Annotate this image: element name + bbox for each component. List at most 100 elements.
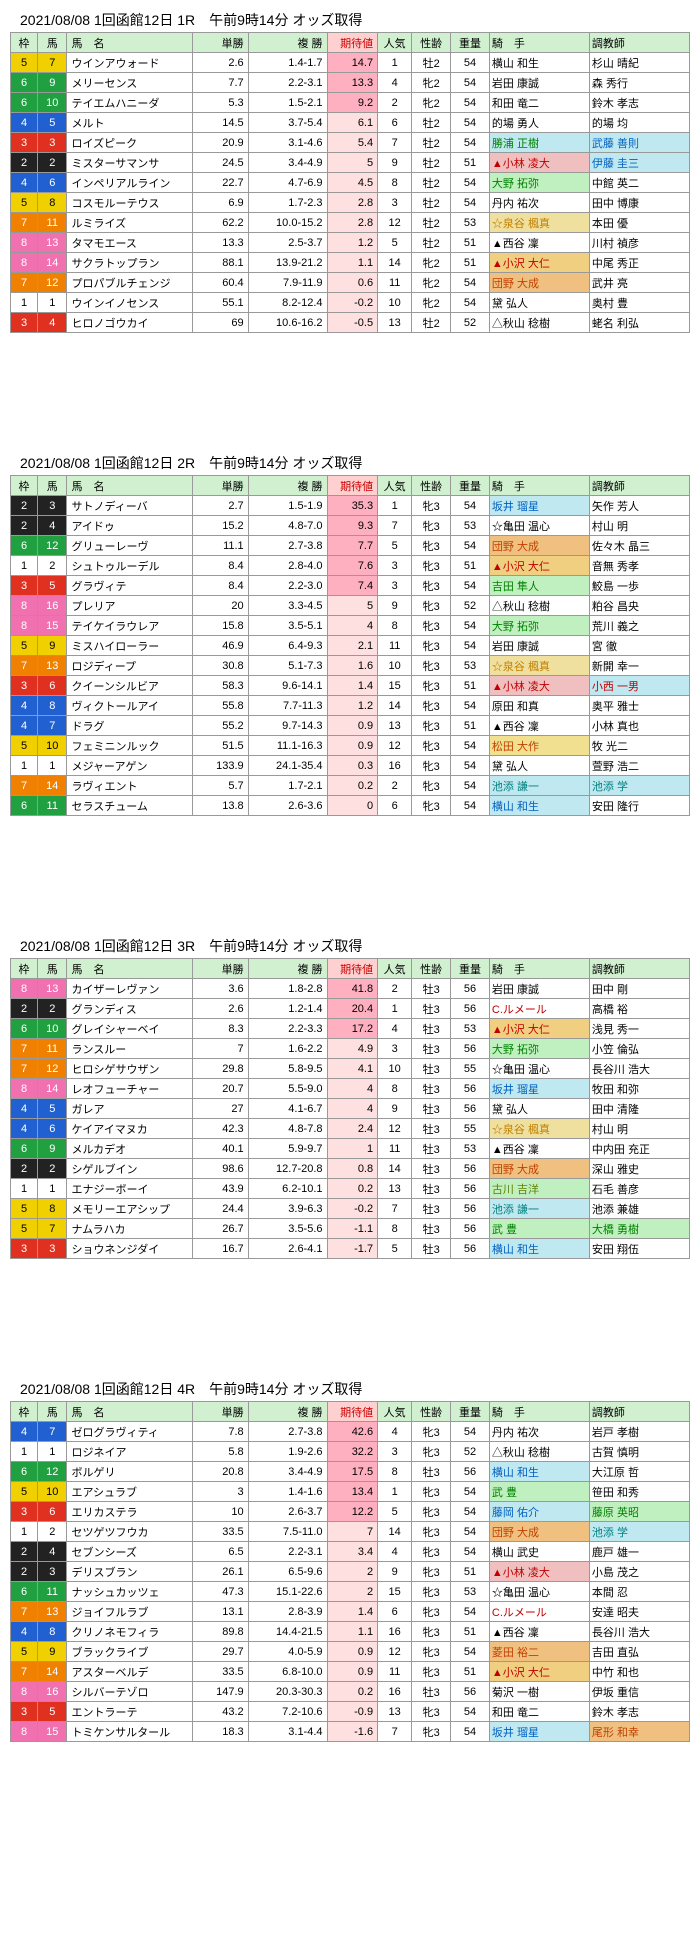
fukusho-cell: 4.0-5.9 <box>248 1642 327 1662</box>
ninki-cell: 8 <box>378 1079 412 1099</box>
waku-cell: 4 <box>11 1422 38 1442</box>
juryo-cell: 54 <box>451 616 490 636</box>
ninki-cell: 11 <box>378 636 412 656</box>
uma-name-cell: サトノディーバ <box>67 496 193 516</box>
header-row: 枠馬馬 名単勝複 勝期待値人気性齢重量騎 手調教師 <box>11 476 690 496</box>
tansho-cell: 2.6 <box>193 53 248 73</box>
waku-cell: 4 <box>11 716 38 736</box>
tansho-cell: 20.8 <box>193 1462 248 1482</box>
ninki-cell: 14 <box>378 253 412 273</box>
ninki-cell: 6 <box>378 113 412 133</box>
chokyoshi-cell: 伊藤 圭三 <box>589 153 689 173</box>
uma-name-cell: グラヴィテ <box>67 576 193 596</box>
chokyoshi-cell: 小林 真也 <box>589 716 689 736</box>
tansho-cell: 7.7 <box>193 73 248 93</box>
uma-name-cell: ラヴィエント <box>67 776 193 796</box>
ninki-cell: 8 <box>378 616 412 636</box>
umanum-cell: 16 <box>38 1682 67 1702</box>
fukusho-cell: 6.2-10.1 <box>248 1179 327 1199</box>
waku-cell: 4 <box>11 696 38 716</box>
th-uma: 馬 <box>38 476 67 496</box>
race-title: 2021/08/08 1回函館12日 4R 午前9時14分 オッズ取得 <box>10 1379 690 1399</box>
chokyoshi-cell: 川村 禎彦 <box>589 233 689 253</box>
tansho-cell: 13.1 <box>193 1602 248 1622</box>
ninki-cell: 11 <box>378 1662 412 1682</box>
table-row: 611セラスチューム13.82.6-3.606牝354横山 和生安田 隆行 <box>11 796 690 816</box>
table-row: 611ナッシュカッツェ47.315.1-22.6215牝353☆亀田 温心本間 … <box>11 1582 690 1602</box>
chokyoshi-cell: 長谷川 浩大 <box>589 1622 689 1642</box>
table-row: 12シュトゥルーデル8.42.8-4.07.63牝351▲小沢 大仁音無 秀孝 <box>11 556 690 576</box>
th-kishu: 騎 手 <box>489 1402 589 1422</box>
waku-cell: 2 <box>11 999 38 1019</box>
fukusho-cell: 10.0-15.2 <box>248 213 327 233</box>
table-row: 57ナムラハカ26.73.5-5.6-1.18牡356武 豊大橋 勇樹 <box>11 1219 690 1239</box>
kishu-cell: 団野 大成 <box>489 536 589 556</box>
kishu-cell: △秋山 稔樹 <box>489 596 589 616</box>
race-title: 2021/08/08 1回函館12日 3R 午前9時14分 オッズ取得 <box>10 936 690 956</box>
kishu-cell: ▲西谷 凜 <box>489 1622 589 1642</box>
seirei-cell: 牝3 <box>412 756 451 776</box>
tansho-cell: 13.8 <box>193 796 248 816</box>
uma-name-cell: メルト <box>67 113 193 133</box>
chokyoshi-cell: 佐々木 晶三 <box>589 536 689 556</box>
fukusho-cell: 2.7-3.8 <box>248 536 327 556</box>
kitai-cell: 0.2 <box>327 776 378 796</box>
uma-name-cell: エリカステラ <box>67 1502 193 1522</box>
kishu-cell: ☆亀田 温心 <box>489 1059 589 1079</box>
ninki-cell: 5 <box>378 536 412 556</box>
chokyoshi-cell: 粕谷 昌央 <box>589 596 689 616</box>
juryo-cell: 56 <box>451 1219 490 1239</box>
header-row: 枠馬馬 名単勝複 勝期待値人気性齢重量騎 手調教師 <box>11 959 690 979</box>
kishu-cell: 的場 勇人 <box>489 113 589 133</box>
fukusho-cell: 7.2-10.6 <box>248 1702 327 1722</box>
waku-cell: 7 <box>11 1059 38 1079</box>
umanum-cell: 8 <box>38 193 67 213</box>
kishu-cell: 岩田 康誠 <box>489 979 589 999</box>
race-block: 2021/08/08 1回函館12日 1R 午前9時14分 オッズ取得枠馬馬 名… <box>10 10 690 333</box>
race-block: 2021/08/08 1回函館12日 2R 午前9時14分 オッズ取得枠馬馬 名… <box>10 453 690 816</box>
tansho-cell: 62.2 <box>193 213 248 233</box>
kishu-cell: 大野 拓弥 <box>489 173 589 193</box>
fukusho-cell: 13.9-21.2 <box>248 253 327 273</box>
ninki-cell: 3 <box>378 576 412 596</box>
uma-name-cell: グリューレーヴ <box>67 536 193 556</box>
waku-cell: 8 <box>11 596 38 616</box>
race-block: 2021/08/08 1回函館12日 4R 午前9時14分 オッズ取得枠馬馬 名… <box>10 1379 690 1742</box>
chokyoshi-cell: 的場 均 <box>589 113 689 133</box>
juryo-cell: 53 <box>451 1582 490 1602</box>
kitai-cell: 1.6 <box>327 656 378 676</box>
seirei-cell: 牝3 <box>412 1482 451 1502</box>
kitai-cell: 1.2 <box>327 233 378 253</box>
table-row: 35グラヴィテ8.42.2-3.07.43牝354吉田 隼人鮫島 一歩 <box>11 576 690 596</box>
seirei-cell: 牝2 <box>412 273 451 293</box>
seirei-cell: 牝3 <box>412 616 451 636</box>
ninki-cell: 10 <box>378 293 412 313</box>
kitai-cell: 3.4 <box>327 1542 378 1562</box>
waku-cell: 3 <box>11 1502 38 1522</box>
juryo-cell: 51 <box>451 1622 490 1642</box>
tansho-cell: 15.2 <box>193 516 248 536</box>
umanum-cell: 8 <box>38 1622 67 1642</box>
th-juryo: 重量 <box>451 959 490 979</box>
juryo-cell: 56 <box>451 1239 490 1259</box>
kishu-cell: ▲西谷 凜 <box>489 233 589 253</box>
table-row: 47ゼログラヴィティ7.82.7-3.842.64牝354丹内 祐次岩戸 孝樹 <box>11 1422 690 1442</box>
kitai-cell: -1.6 <box>327 1722 378 1742</box>
juryo-cell: 54 <box>451 53 490 73</box>
fukusho-cell: 4.7-6.9 <box>248 173 327 193</box>
kishu-cell: 岩田 康誠 <box>489 636 589 656</box>
chokyoshi-cell: 吉田 直弘 <box>589 1642 689 1662</box>
th-uma: 馬 <box>38 33 67 53</box>
juryo-cell: 54 <box>451 1602 490 1622</box>
ninki-cell: 1 <box>378 1482 412 1502</box>
umanum-cell: 10 <box>38 1482 67 1502</box>
chokyoshi-cell: 本田 優 <box>589 213 689 233</box>
table-row: 510エアシュラブ31.4-1.613.41牝354武 豊笹田 和秀 <box>11 1482 690 1502</box>
uma-name-cell: ジョイフルラブ <box>67 1602 193 1622</box>
waku-cell: 4 <box>11 173 38 193</box>
seirei-cell: 牝3 <box>412 1702 451 1722</box>
umanum-cell: 11 <box>38 1582 67 1602</box>
th-juryo: 重量 <box>451 1402 490 1422</box>
kishu-cell: ☆泉谷 楓真 <box>489 1119 589 1139</box>
umanum-cell: 15 <box>38 616 67 636</box>
